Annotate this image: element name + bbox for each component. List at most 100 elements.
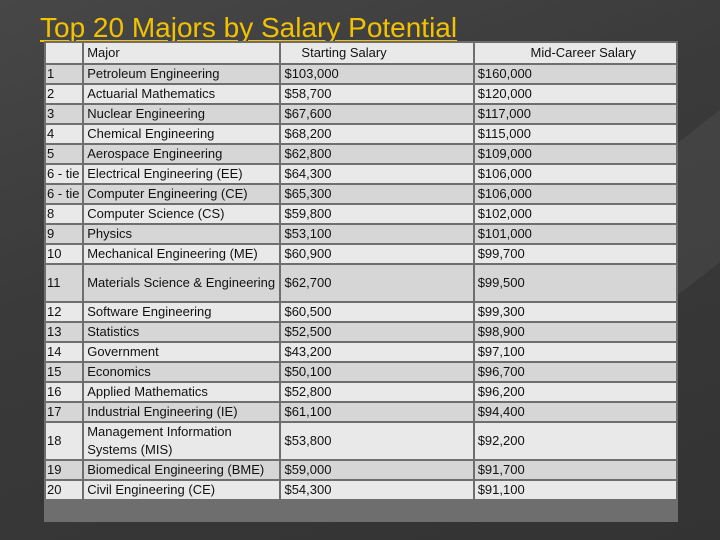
mid-career-salary-cell: $101,000: [474, 225, 676, 243]
starting-salary-cell: $65,300: [281, 185, 473, 203]
major-cell: Electrical Engineering (EE): [84, 165, 280, 183]
major-cell: Computer Science (CS): [84, 205, 280, 223]
rank-cell: 9: [46, 225, 83, 243]
mid-career-salary-cell: $92,200: [474, 423, 676, 459]
rank-cell: 16: [46, 383, 83, 401]
major-cell: Statistics: [84, 323, 280, 341]
mid-career-salary-cell: $120,000: [474, 85, 676, 103]
table-row: 4 Chemical Engineering $68,200 $115,000: [46, 125, 676, 143]
rank-cell: 12: [46, 303, 83, 321]
mid-career-salary-cell: $98,900: [474, 323, 676, 341]
starting-salary-cell: $43,200: [281, 343, 473, 361]
mid-career-salary-cell: $91,700: [474, 461, 676, 479]
rank-cell: 6 - tie: [46, 165, 83, 183]
starting-salary-cell: $60,900: [281, 245, 473, 263]
starting-salary-cell: $62,700: [281, 265, 473, 301]
mid-career-salary-cell: $97,100: [474, 343, 676, 361]
slide-title: Top 20 Majors by Salary Potential: [40, 12, 458, 43]
starting-salary-cell: $103,000: [281, 65, 473, 83]
major-cell: Economics: [84, 363, 280, 381]
rank-cell: 6 - tie: [46, 185, 83, 203]
major-cell: Civil Engineering (CE): [84, 481, 280, 499]
table-row: 10 Mechanical Engineering (ME) $60,900 $99,…: [46, 245, 676, 263]
mid-career-salary-cell: $109,000: [474, 145, 676, 163]
table-row: 1 Petroleum Engineering $103,000 $160,000: [46, 65, 676, 83]
major-cell: Industrial Engineering (IE): [84, 403, 280, 421]
table-row: 2 Actuarial Mathematics $58,700 $120,000: [46, 85, 676, 103]
rank-cell: 3: [46, 105, 83, 123]
table-row: 18 Management Information Systems (MIS) $5…: [46, 423, 676, 459]
major-cell: Biomedical Engineering (BME): [84, 461, 280, 479]
rank-cell: 14: [46, 343, 83, 361]
header-mid-career-salary: Mid-Career Salary: [474, 43, 676, 63]
starting-salary-cell: $59,000: [281, 461, 473, 479]
rank-cell: 1: [46, 65, 83, 83]
starting-salary-cell: $60,500: [281, 303, 473, 321]
major-cell: Chemical Engineering: [84, 125, 280, 143]
starting-salary-cell: $62,800: [281, 145, 473, 163]
table-row: 3 Nuclear Engineering $67,600 $117,000: [46, 105, 676, 123]
table-row: 13 Statistics $52,500 $98,900: [46, 323, 676, 341]
table-row: 16 Applied Mathematics $52,800 $96,200: [46, 383, 676, 401]
starting-salary-cell: $64,300: [281, 165, 473, 183]
table-row: 8 Computer Science (CS) $59,800 $102,000: [46, 205, 676, 223]
table-row: 6 - tie Computer Engineering (CE) $65,300 $…: [46, 185, 676, 203]
major-cell: Nuclear Engineering: [84, 105, 280, 123]
major-cell: Software Engineering: [84, 303, 280, 321]
rank-cell: 2: [46, 85, 83, 103]
table-row: 14 Government $43,200 $97,100: [46, 343, 676, 361]
starting-salary-cell: $58,700: [281, 85, 473, 103]
mid-career-salary-cell: $96,200: [474, 383, 676, 401]
table-header-row: Major Starting Salary Mid-Career Salary: [46, 43, 676, 63]
mid-career-salary-cell: $115,000: [474, 125, 676, 143]
table-row: 19 Biomedical Engineering (BME) $59,000 $91…: [46, 461, 676, 479]
starting-salary-cell: $53,100: [281, 225, 473, 243]
mid-career-salary-cell: $91,100: [474, 481, 676, 499]
major-cell: Aerospace Engineering: [84, 145, 280, 163]
mid-career-salary-cell: $106,000: [474, 185, 676, 203]
header-rank: [46, 43, 83, 63]
header-starting-salary: Starting Salary: [281, 43, 473, 63]
mid-career-salary-cell: $99,500: [474, 265, 676, 301]
major-cell: Management Information Systems (MIS): [84, 423, 280, 459]
rank-cell: 10: [46, 245, 83, 263]
major-cell: Physics: [84, 225, 280, 243]
major-cell: Petroleum Engineering: [84, 65, 280, 83]
rank-cell: 19: [46, 461, 83, 479]
major-cell: Government: [84, 343, 280, 361]
starting-salary-cell: $50,100: [281, 363, 473, 381]
major-cell: Materials Science & Engineering: [84, 265, 280, 301]
table-row: 17 Industrial Engineering (IE) $61,100 $94,…: [46, 403, 676, 421]
mid-career-salary-cell: $160,000: [474, 65, 676, 83]
starting-salary-cell: $52,500: [281, 323, 473, 341]
header-major: Major: [84, 43, 280, 63]
table-row: 20 Civil Engineering (CE) $54,300 $91,100: [46, 481, 676, 499]
table-row: 9 Physics $53,100 $101,000: [46, 225, 676, 243]
rank-cell: 5: [46, 145, 83, 163]
mid-career-salary-cell: $99,300: [474, 303, 676, 321]
starting-salary-cell: $59,800: [281, 205, 473, 223]
mid-career-salary-cell: $102,000: [474, 205, 676, 223]
rank-cell: 4: [46, 125, 83, 143]
starting-salary-cell: $68,200: [281, 125, 473, 143]
mid-career-salary-cell: $99,700: [474, 245, 676, 263]
rank-cell: 11: [46, 265, 83, 301]
major-cell: Mechanical Engineering (ME): [84, 245, 280, 263]
table-row: 15 Economics $50,100 $96,700: [46, 363, 676, 381]
salary-table: Major Starting Salary Mid-Career Salary …: [44, 41, 678, 501]
major-cell: Computer Engineering (CE): [84, 185, 280, 203]
mid-career-salary-cell: $96,700: [474, 363, 676, 381]
starting-salary-cell: $61,100: [281, 403, 473, 421]
mid-career-salary-cell: $106,000: [474, 165, 676, 183]
starting-salary-cell: $54,300: [281, 481, 473, 499]
table-row: 11 Materials Science & Engineering $62,700…: [46, 265, 676, 301]
rank-cell: 8: [46, 205, 83, 223]
major-cell: Actuarial Mathematics: [84, 85, 280, 103]
rank-cell: 15: [46, 363, 83, 381]
rank-cell: 18: [46, 423, 83, 459]
rank-cell: 17: [46, 403, 83, 421]
rank-cell: 20: [46, 481, 83, 499]
rank-cell: 13: [46, 323, 83, 341]
major-cell: Applied Mathematics: [84, 383, 280, 401]
starting-salary-cell: $67,600: [281, 105, 473, 123]
